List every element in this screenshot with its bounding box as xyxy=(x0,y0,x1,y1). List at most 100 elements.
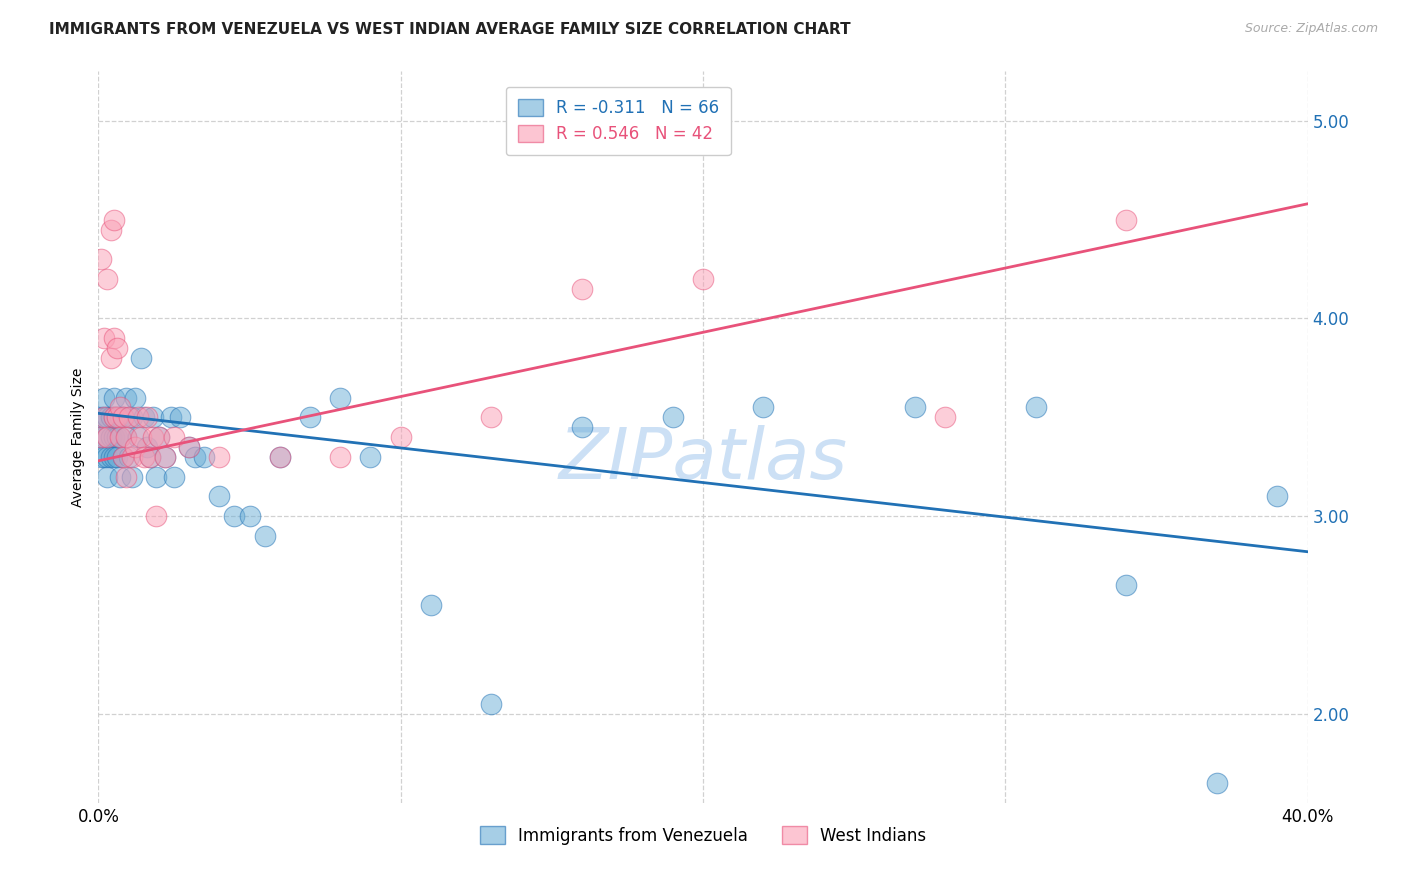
Point xyxy=(105,410,128,425)
Point xyxy=(571,420,593,434)
Point xyxy=(142,430,165,444)
Point xyxy=(105,430,128,444)
Point xyxy=(111,450,134,464)
Point xyxy=(132,450,155,464)
Point xyxy=(90,252,112,267)
Point xyxy=(127,430,149,444)
Point xyxy=(105,450,128,464)
Point xyxy=(121,450,143,464)
Text: IMMIGRANTS FROM VENEZUELA VS WEST INDIAN AVERAGE FAMILY SIZE CORRELATION CHART: IMMIGRANTS FROM VENEZUELA VS WEST INDIAN… xyxy=(49,22,851,37)
Point xyxy=(93,331,115,345)
Point xyxy=(103,410,125,425)
Point xyxy=(129,351,152,365)
Point xyxy=(269,450,291,464)
Point xyxy=(118,410,141,425)
Legend: Immigrants from Venezuela, West Indians: Immigrants from Venezuela, West Indians xyxy=(471,818,935,853)
Point xyxy=(224,509,246,524)
Point xyxy=(93,450,115,464)
Point xyxy=(114,469,136,483)
Point xyxy=(93,430,115,444)
Point xyxy=(299,410,322,425)
Point xyxy=(129,430,152,444)
Point xyxy=(90,430,112,444)
Point xyxy=(360,450,382,464)
Point xyxy=(163,430,186,444)
Point xyxy=(153,450,176,464)
Point xyxy=(108,410,131,425)
Point xyxy=(193,450,215,464)
Point xyxy=(90,450,112,464)
Point xyxy=(103,450,125,464)
Point xyxy=(108,401,131,415)
Point xyxy=(108,469,131,483)
Point xyxy=(100,410,122,425)
Point xyxy=(96,410,118,425)
Point xyxy=(179,440,201,454)
Point xyxy=(111,450,134,464)
Point xyxy=(111,410,134,425)
Point xyxy=(93,391,115,405)
Point xyxy=(148,430,170,444)
Point xyxy=(179,440,201,454)
Point xyxy=(96,430,118,444)
Point xyxy=(114,430,136,444)
Point xyxy=(692,272,714,286)
Point xyxy=(184,450,207,464)
Point xyxy=(93,410,115,425)
Point xyxy=(139,450,162,464)
Point xyxy=(105,341,128,355)
Point xyxy=(121,469,143,483)
Point xyxy=(100,351,122,365)
Point xyxy=(100,430,122,444)
Point xyxy=(163,469,186,483)
Point xyxy=(108,430,131,444)
Point xyxy=(904,401,927,415)
Point xyxy=(90,410,112,425)
Point xyxy=(208,489,231,503)
Point xyxy=(114,391,136,405)
Point xyxy=(124,440,146,454)
Point xyxy=(269,450,291,464)
Point xyxy=(114,430,136,444)
Point xyxy=(153,450,176,464)
Point xyxy=(100,222,122,236)
Point xyxy=(96,430,118,444)
Point xyxy=(103,391,125,405)
Point xyxy=(1267,489,1289,503)
Point xyxy=(1206,776,1229,790)
Point xyxy=(329,450,352,464)
Point xyxy=(93,410,115,425)
Point xyxy=(135,410,157,425)
Point xyxy=(103,430,125,444)
Point xyxy=(571,282,593,296)
Point xyxy=(661,410,683,425)
Point xyxy=(1115,212,1137,227)
Point xyxy=(160,410,183,425)
Point xyxy=(481,410,503,425)
Point xyxy=(96,272,118,286)
Point xyxy=(253,529,276,543)
Point xyxy=(96,450,118,464)
Point xyxy=(239,509,262,524)
Point xyxy=(124,391,146,405)
Point xyxy=(90,430,112,444)
Point xyxy=(105,410,128,425)
Point xyxy=(121,410,143,425)
Point xyxy=(389,430,412,444)
Point xyxy=(169,410,191,425)
Point xyxy=(103,410,125,425)
Point xyxy=(127,410,149,425)
Point xyxy=(420,598,443,612)
Point xyxy=(132,410,155,425)
Point xyxy=(145,469,167,483)
Point xyxy=(208,450,231,464)
Point xyxy=(329,391,352,405)
Point xyxy=(1024,401,1046,415)
Point xyxy=(481,697,503,711)
Point xyxy=(100,450,122,464)
Text: ZIPatlas: ZIPatlas xyxy=(558,425,848,493)
Point xyxy=(108,430,131,444)
Point xyxy=(118,410,141,425)
Point xyxy=(139,450,162,464)
Text: Source: ZipAtlas.com: Source: ZipAtlas.com xyxy=(1244,22,1378,36)
